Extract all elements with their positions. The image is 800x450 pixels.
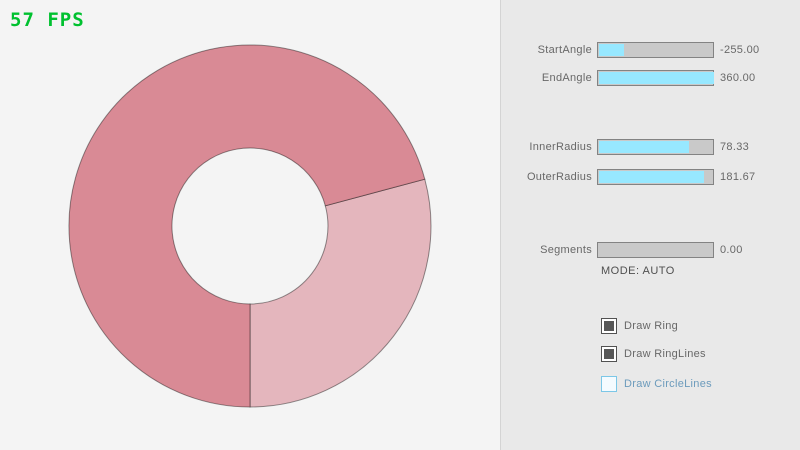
slider-label-endangle: EndAngle [541,72,592,84]
slider-fill-innerradius [599,141,689,153]
slider-row-startangle: StartAngle -255.00 [501,41,800,59]
slider-value-outerradius: 181.67 [720,171,756,183]
slider-value-endangle: 360.00 [720,72,756,84]
ring-segment [68,44,426,408]
slider-fill-endangle [599,72,714,84]
fps-counter: 57 FPS [10,9,85,31]
slider-row-segments: Segments 0.00 [501,241,800,259]
checkbox-row-draw-ringlines: Draw RingLines [601,346,706,362]
slider-label-startangle: StartAngle [537,44,592,56]
slider-value-innerradius: 78.33 [720,141,750,153]
checkbox-draw-ringlines[interactable] [601,346,617,362]
checkbox-draw-ring[interactable] [601,318,617,334]
slider-row-endangle: EndAngle 360.00 [501,69,800,87]
slider-endangle[interactable] [597,70,714,86]
slider-fill-outerradius [599,171,704,183]
checkbox-draw-circlelines[interactable] [601,376,617,392]
slider-startangle[interactable] [597,42,714,58]
checkbox-label-draw-ringlines: Draw RingLines [624,348,706,360]
controls-panel: StartAngle -255.00 EndAngle 360.00 Inner… [500,0,800,450]
slider-outerradius[interactable] [597,169,714,185]
slider-row-innerradius: InnerRadius 78.33 [501,138,800,156]
slider-label-innerradius: InnerRadius [529,141,592,153]
slider-label-outerradius: OuterRadius [526,171,592,183]
slider-segments[interactable] [597,242,714,258]
checkbox-row-draw-ring: Draw Ring [601,318,678,334]
checkbox-label-draw-circlelines: Draw CircleLines [624,378,712,390]
slider-value-segments: 0.00 [720,244,743,256]
checkbox-label-draw-ring: Draw Ring [624,320,679,332]
slider-label-segments: Segments [540,244,592,256]
checkbox-row-draw-circlelines: Draw CircleLines [601,376,712,392]
slider-value-startangle: -255.00 [720,44,760,56]
segments-mode-label: MODE: AUTO [601,265,675,277]
slider-row-outerradius: OuterRadius 181.67 [501,168,800,186]
ring-chart [68,44,432,408]
ring-segment [249,178,432,408]
slider-fill-startangle [599,44,624,56]
slider-innerradius[interactable] [597,139,714,155]
